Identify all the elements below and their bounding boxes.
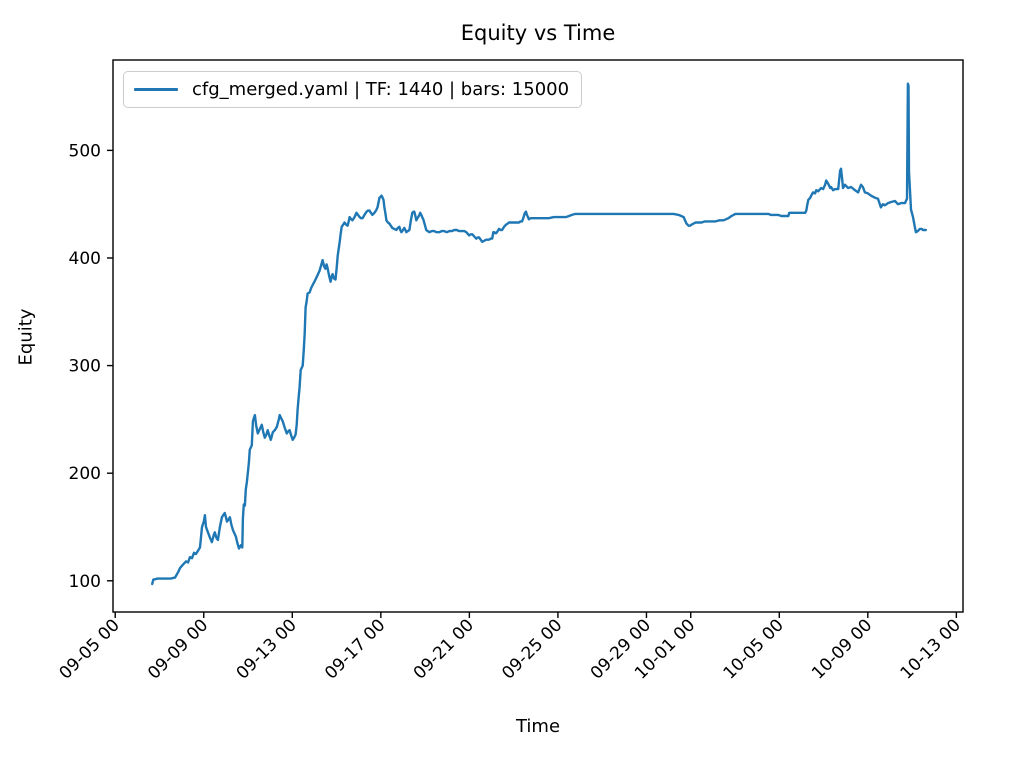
y-tick-label: 200: [69, 464, 101, 484]
legend: cfg_merged.yaml | TF: 1440 | bars: 15000: [123, 71, 583, 108]
x-axis-ticks: 09-05 00 09-09 00 09-13 00 09-17 00 09-21 00…: [56, 612, 965, 684]
chart-title: Equity vs Time: [460, 21, 616, 45]
y-tick-label: 100: [69, 572, 101, 592]
y-axis-label: Equity: [15, 308, 37, 366]
equity-line: [150, 82, 927, 586]
axes-frame: [112, 59, 964, 613]
x-tick-label: 09-17 00: [321, 615, 389, 683]
x-tick-label: 09-25 00: [498, 615, 566, 683]
legend-line-icon: [134, 88, 178, 91]
x-tick-label: 10-13 00: [897, 615, 965, 683]
y-tick-label: 300: [69, 357, 101, 377]
x-axis-label: Time: [515, 716, 561, 737]
x-tick-label: 09-09 00: [144, 615, 212, 683]
x-tick-label: 09-13 00: [233, 615, 301, 683]
x-tick-label: 10-05 00: [720, 615, 788, 683]
x-tick-label: 09-21 00: [410, 615, 478, 683]
legend-label: cfg_merged.yaml | TF: 1440 | bars: 15000: [192, 79, 570, 100]
x-tick-label: 09-05 00: [56, 615, 124, 683]
y-tick-label: 400: [69, 249, 101, 269]
y-axis-ticks: 100 200 300 400 500: [69, 141, 113, 592]
y-tick-label: 500: [69, 141, 101, 161]
x-tick-label: 10-09 00: [808, 615, 876, 683]
